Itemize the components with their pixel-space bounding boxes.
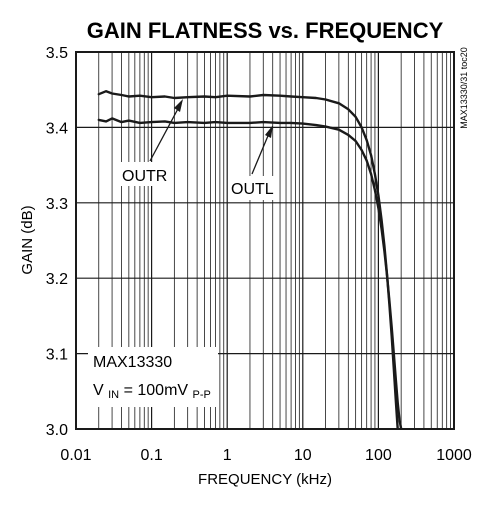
side-label: MAX13330/31 toc20	[459, 47, 469, 129]
vin-prefix: V	[93, 382, 104, 399]
x-tick-label: 1000	[436, 447, 472, 464]
y-tick-label: 3.4	[46, 120, 68, 137]
y-tick-label: 3.3	[46, 196, 68, 213]
y-tick-labels: 3.0 3.1 3.2 3.3 3.4 3.5	[46, 45, 68, 439]
y-tick-label: 3.2	[46, 271, 68, 288]
outr-label: OUTR	[122, 168, 167, 185]
vin-middle: = 100mV	[124, 382, 189, 399]
x-tick-label: 100	[365, 447, 392, 464]
outl-arrow-line	[251, 130, 271, 175]
outr-arrow-line	[149, 104, 181, 162]
series-line-outl	[97, 117, 403, 429]
y-tick-label: 3.5	[46, 45, 68, 62]
series-lines	[97, 89, 403, 429]
vin-prefix-sub: IN	[108, 389, 119, 401]
vin-label: V IN = 100mV P-P	[93, 382, 211, 402]
x-axis-label: FREQUENCY (kHz)	[198, 471, 332, 488]
x-tick-label: 0.1	[140, 447, 162, 464]
outl-arrow-head	[265, 125, 273, 138]
x-tick-label: 10	[294, 447, 312, 464]
x-tick-label: 0.01	[60, 447, 91, 464]
outr-arrow-head	[174, 99, 183, 112]
y-tick-label: 3.1	[46, 347, 68, 364]
plot-frame	[75, 51, 455, 430]
device-label-bg	[88, 347, 218, 407]
x-tick-labels: 0.01 0.1 1 10 100 1000	[60, 447, 471, 464]
outr-label-bg	[119, 162, 169, 186]
x-tick-label: 1	[223, 447, 232, 464]
device-label: MAX13330	[93, 354, 172, 371]
outl-label: OUTL	[231, 181, 274, 198]
vin-suffix-sub: P-P	[193, 389, 211, 401]
y-axis-label: GAIN (dB)	[19, 205, 36, 274]
outl-label-bg	[228, 176, 274, 200]
y-tick-label: 3.0	[46, 422, 68, 439]
chart-title: GAIN FLATNESS vs. FREQUENCY	[87, 18, 444, 43]
